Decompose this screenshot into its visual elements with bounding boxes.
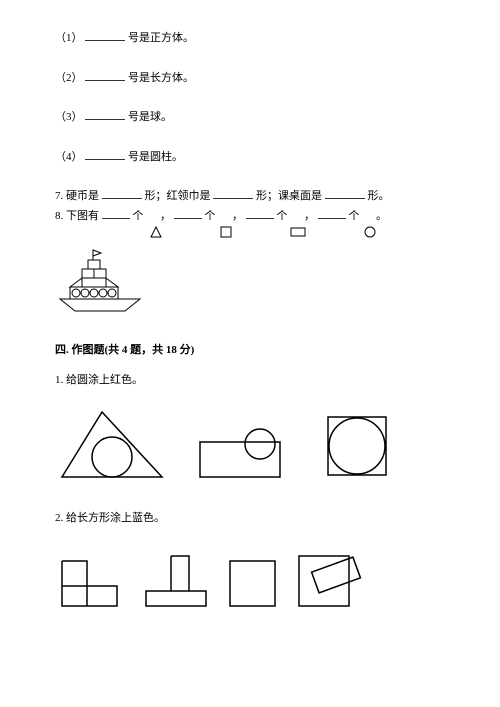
- q8-unit-1: 个: [133, 210, 144, 222]
- square-icon: [220, 226, 232, 238]
- triangle-icon: [150, 226, 162, 238]
- subquestion-2: 2. 给长方形涂上蓝色。: [55, 510, 445, 528]
- q2-blank[interactable]: [85, 70, 125, 81]
- subquestion-1: 1. 给圆涂上红色。: [55, 372, 445, 390]
- fig-l-shape-1: [57, 556, 127, 611]
- q8-unit-4: 个: [349, 210, 360, 222]
- section-4-title: 四. 作图题(共 4 题，共 18 分): [55, 342, 445, 360]
- q4-blank[interactable]: [85, 149, 125, 160]
- q7-p1: 形；红领巾是: [145, 190, 211, 202]
- q8-c3: ，: [304, 210, 315, 222]
- question-2: （2） 号是长方体。: [55, 70, 445, 88]
- q4-num: （4）: [55, 151, 83, 163]
- figure-row-2: [57, 546, 445, 611]
- question-1: （1） 号是正方体。: [55, 30, 445, 48]
- q2-num: （2）: [55, 72, 83, 84]
- fig-square: [225, 556, 280, 611]
- q7-p3: 形。: [368, 190, 390, 202]
- q8-blank-1[interactable]: [102, 208, 130, 219]
- q8-blank-2[interactable]: [174, 208, 202, 219]
- q8-c2: ，: [232, 210, 243, 222]
- boat-figure: [55, 248, 145, 318]
- q4-tail: 号是圆柱。: [128, 151, 183, 163]
- q1-blank[interactable]: [85, 30, 125, 41]
- circle-icon: [364, 226, 376, 238]
- q8-p: 。: [376, 210, 387, 222]
- q3-num: （3）: [55, 111, 83, 123]
- q2-tail: 号是长方体。: [128, 72, 194, 84]
- q3-tail: 号是球。: [128, 111, 172, 123]
- fig-triangle-circle: [57, 407, 167, 482]
- fig-t-shape: [141, 551, 211, 611]
- q7-blank-1[interactable]: [102, 188, 142, 199]
- q8-c1: ，: [160, 210, 171, 222]
- shape-icons-row: [55, 226, 445, 238]
- rectangle-icon: [290, 226, 306, 238]
- q8-unit-3: 个: [277, 210, 288, 222]
- fig-rectangle-circle: [195, 427, 295, 482]
- question-4: （4） 号是圆柱。: [55, 149, 445, 167]
- figure-row-1: [57, 407, 445, 482]
- question-8: 8. 下图有 个 ， 个 ， 个 ， 个 。: [55, 208, 445, 226]
- q7-blank-2[interactable]: [213, 188, 253, 199]
- q7-lead: 7. 硬币是: [55, 190, 99, 202]
- q1-tail: 号是正方体。: [128, 32, 194, 44]
- fig-square-circle: [323, 412, 393, 482]
- q7-p2: 形；课桌面是: [256, 190, 322, 202]
- q7-blank-3[interactable]: [325, 188, 365, 199]
- q1-num: （1）: [55, 32, 83, 44]
- q3-blank[interactable]: [85, 109, 125, 120]
- q8-blank-3[interactable]: [246, 208, 274, 219]
- question-7: 7. 硬币是 形；红领巾是 形；课桌面是 形。: [55, 188, 445, 206]
- fig-square-rotated-rect: [294, 546, 364, 611]
- question-3: （3） 号是球。: [55, 109, 445, 127]
- q8-unit-2: 个: [205, 210, 216, 222]
- q8-lead: 8. 下图有: [55, 210, 99, 222]
- q8-blank-4[interactable]: [318, 208, 346, 219]
